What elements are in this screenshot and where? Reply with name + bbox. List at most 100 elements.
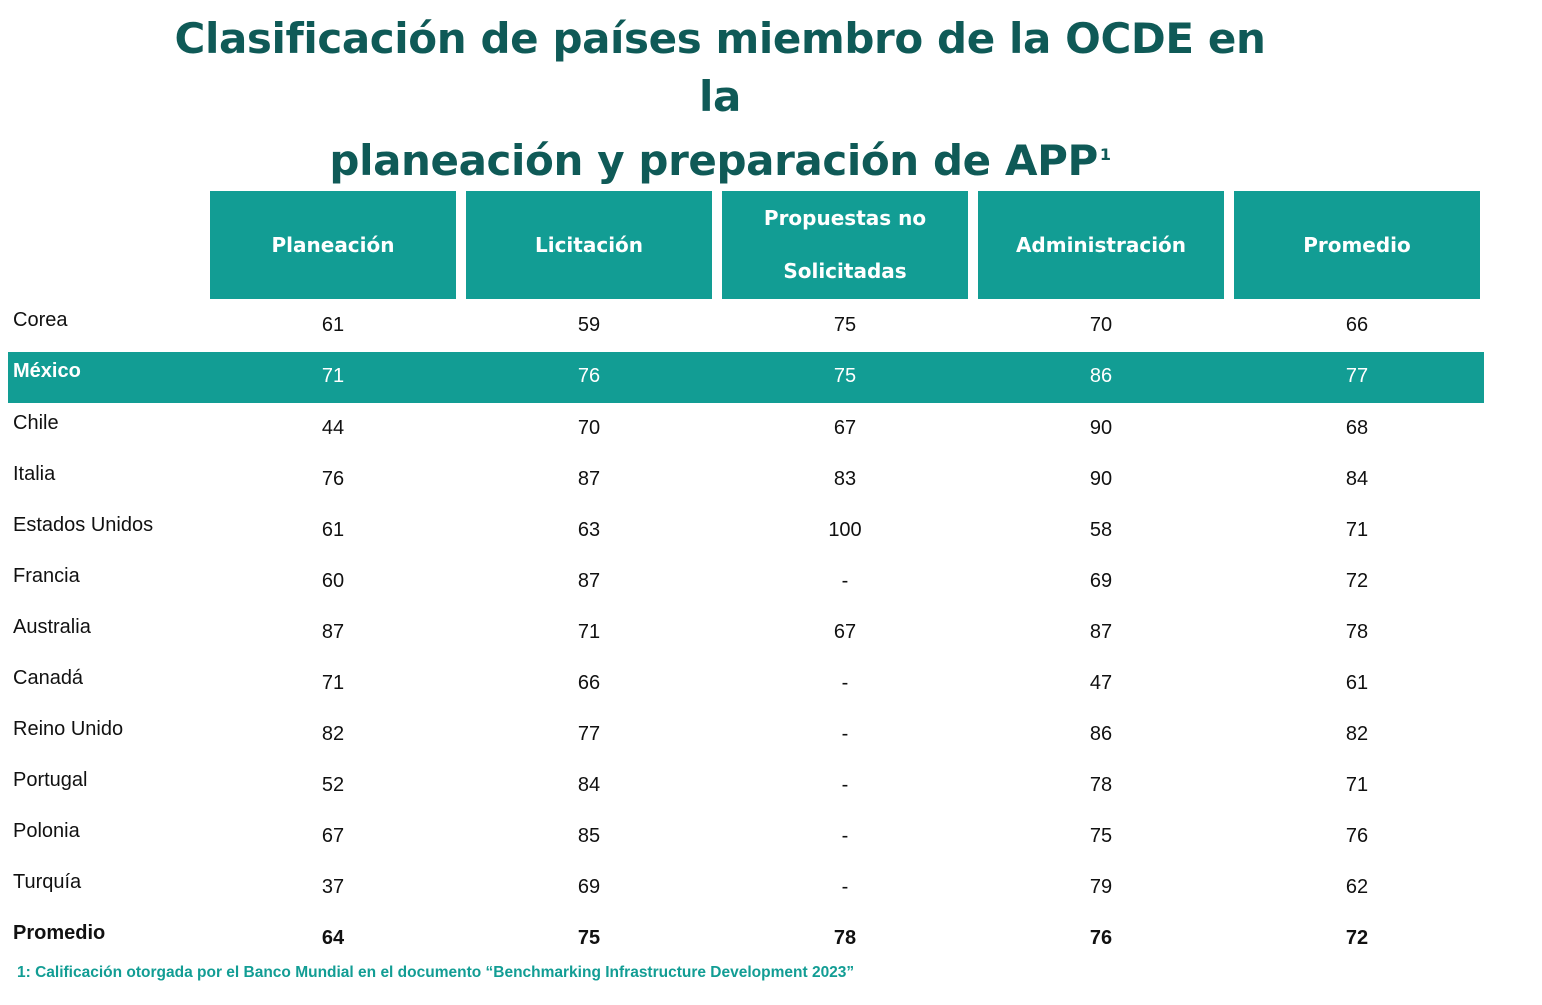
average-administracion: 76 [1089, 927, 1113, 949]
title-line-1: Clasificación de países miembro de la OC… [174, 14, 1266, 121]
table-row: Italia 76 87 83 90 84 [8, 455, 1484, 506]
column-header-propuestas-line-2: Solicitadas [783, 259, 907, 283]
country-name: Portugal [13, 769, 88, 791]
column-header-licitacion: Licitación [466, 191, 712, 299]
cell-licitacion: 59 [577, 314, 601, 336]
cell-planeacion: 87 [321, 621, 345, 643]
country-name: Francia [13, 565, 80, 587]
average-propuestas: 78 [833, 927, 857, 949]
country-name: Corea [13, 309, 68, 331]
cell-propuestas: - [841, 672, 849, 694]
column-header-planeacion: Planeación [210, 191, 456, 299]
average-row: Promedio 64 75 78 76 72 [8, 914, 1484, 965]
table-row: Australia 87 71 67 87 78 [8, 608, 1484, 659]
cell-promedio: 68 [1345, 417, 1369, 439]
cell-administracion: 75 [1089, 825, 1113, 847]
cell-propuestas: 100 [828, 519, 862, 541]
cell-promedio: 61 [1345, 672, 1369, 694]
table-row: Chile 44 70 67 90 68 [8, 404, 1484, 455]
cell-promedio: 77 [1345, 365, 1369, 387]
country-name: Canadá [13, 667, 84, 689]
cell-licitacion: 76 [577, 365, 601, 387]
cell-propuestas: - [841, 774, 849, 796]
cell-planeacion: 61 [321, 519, 345, 541]
cell-propuestas: 67 [833, 621, 857, 643]
column-header-propuestas-line-1: Propuestas no [763, 206, 927, 230]
cell-administracion: 58 [1089, 519, 1113, 541]
cell-planeacion: 61 [321, 314, 345, 336]
cell-promedio: 62 [1345, 876, 1369, 898]
table-row: Polonia 67 85 - 75 76 [8, 812, 1484, 863]
cell-planeacion: 37 [321, 876, 345, 898]
table-row-highlighted: México 71 76 75 86 77 [8, 352, 1484, 403]
cell-propuestas: 83 [833, 468, 857, 490]
cell-administracion: 90 [1089, 417, 1113, 439]
cell-promedio: 71 [1345, 774, 1369, 796]
table-row: Francia 60 87 - 69 72 [8, 557, 1484, 608]
cell-licitacion: 84 [577, 774, 601, 796]
cell-planeacion: 71 [321, 672, 345, 694]
cell-licitacion: 63 [577, 519, 601, 541]
cell-planeacion: 71 [321, 365, 345, 387]
cell-administracion: 79 [1089, 876, 1113, 898]
table-row: Corea 61 59 75 70 66 [8, 301, 1484, 352]
country-name: Polonia [13, 820, 80, 842]
column-header-propuestas: Propuestas no Solicitadas [722, 191, 968, 299]
country-name: Chile [13, 412, 59, 434]
cell-administracion: 78 [1089, 774, 1113, 796]
table-row: Estados Unidos 61 63 100 58 71 [8, 506, 1484, 557]
cell-propuestas: - [841, 876, 849, 898]
cell-licitacion: 71 [577, 621, 601, 643]
cell-administracion: 70 [1089, 314, 1113, 336]
cell-promedio: 78 [1345, 621, 1369, 643]
cell-planeacion: 67 [321, 825, 345, 847]
footnote: 1: Calificación otorgada por el Banco Mu… [17, 964, 855, 981]
average-licitacion: 75 [577, 927, 601, 949]
cell-planeacion: 60 [321, 570, 345, 592]
cell-promedio: 82 [1345, 723, 1369, 745]
country-name: México [13, 360, 81, 382]
table-row: Canadá 71 66 - 47 61 [8, 659, 1484, 710]
cell-promedio: 71 [1345, 519, 1369, 541]
cell-licitacion: 87 [577, 468, 601, 490]
cell-administracion: 87 [1089, 621, 1113, 643]
cell-licitacion: 70 [577, 417, 601, 439]
cell-propuestas: - [841, 825, 849, 847]
title-line-2: planeación y preparación de APP 1 [160, 126, 1280, 190]
title-line-2-text: planeación y preparación de APP [329, 136, 1098, 185]
title-footnote-marker: 1 [1099, 145, 1111, 164]
cell-administracion: 86 [1089, 723, 1113, 745]
table-row: Reino Unido 82 77 - 86 82 [8, 710, 1484, 761]
country-name: Reino Unido [13, 718, 124, 740]
cell-administracion: 69 [1089, 570, 1113, 592]
column-header-administracion: Administración [978, 191, 1224, 299]
cell-licitacion: 69 [577, 876, 601, 898]
average-label: Promedio [13, 922, 106, 944]
cell-licitacion: 85 [577, 825, 601, 847]
cell-planeacion: 82 [321, 723, 345, 745]
cell-planeacion: 76 [321, 468, 345, 490]
country-name: Australia [13, 616, 91, 638]
cell-propuestas: 75 [833, 314, 857, 336]
column-header-promedio: Promedio [1234, 191, 1480, 299]
cell-licitacion: 87 [577, 570, 601, 592]
cell-propuestas: - [841, 570, 849, 592]
cell-administracion: 86 [1089, 365, 1113, 387]
country-name: Estados Unidos [13, 514, 154, 536]
table-row: Turquía 37 69 - 79 62 [8, 863, 1484, 914]
table-row: Portugal 52 84 - 78 71 [8, 761, 1484, 812]
average-promedio: 72 [1345, 927, 1369, 949]
cell-promedio: 76 [1345, 825, 1369, 847]
page-title: Clasificación de países miembro de la OC… [160, 10, 1280, 190]
cell-licitacion: 77 [577, 723, 601, 745]
country-name: Italia [13, 463, 56, 485]
cell-administracion: 90 [1089, 468, 1113, 490]
cell-planeacion: 44 [321, 417, 345, 439]
cell-promedio: 66 [1345, 314, 1369, 336]
cell-propuestas: - [841, 723, 849, 745]
cell-propuestas: 75 [833, 365, 857, 387]
cell-planeacion: 52 [321, 774, 345, 796]
cell-propuestas: 67 [833, 417, 857, 439]
average-planeacion: 64 [321, 927, 345, 949]
cell-promedio: 72 [1345, 570, 1369, 592]
